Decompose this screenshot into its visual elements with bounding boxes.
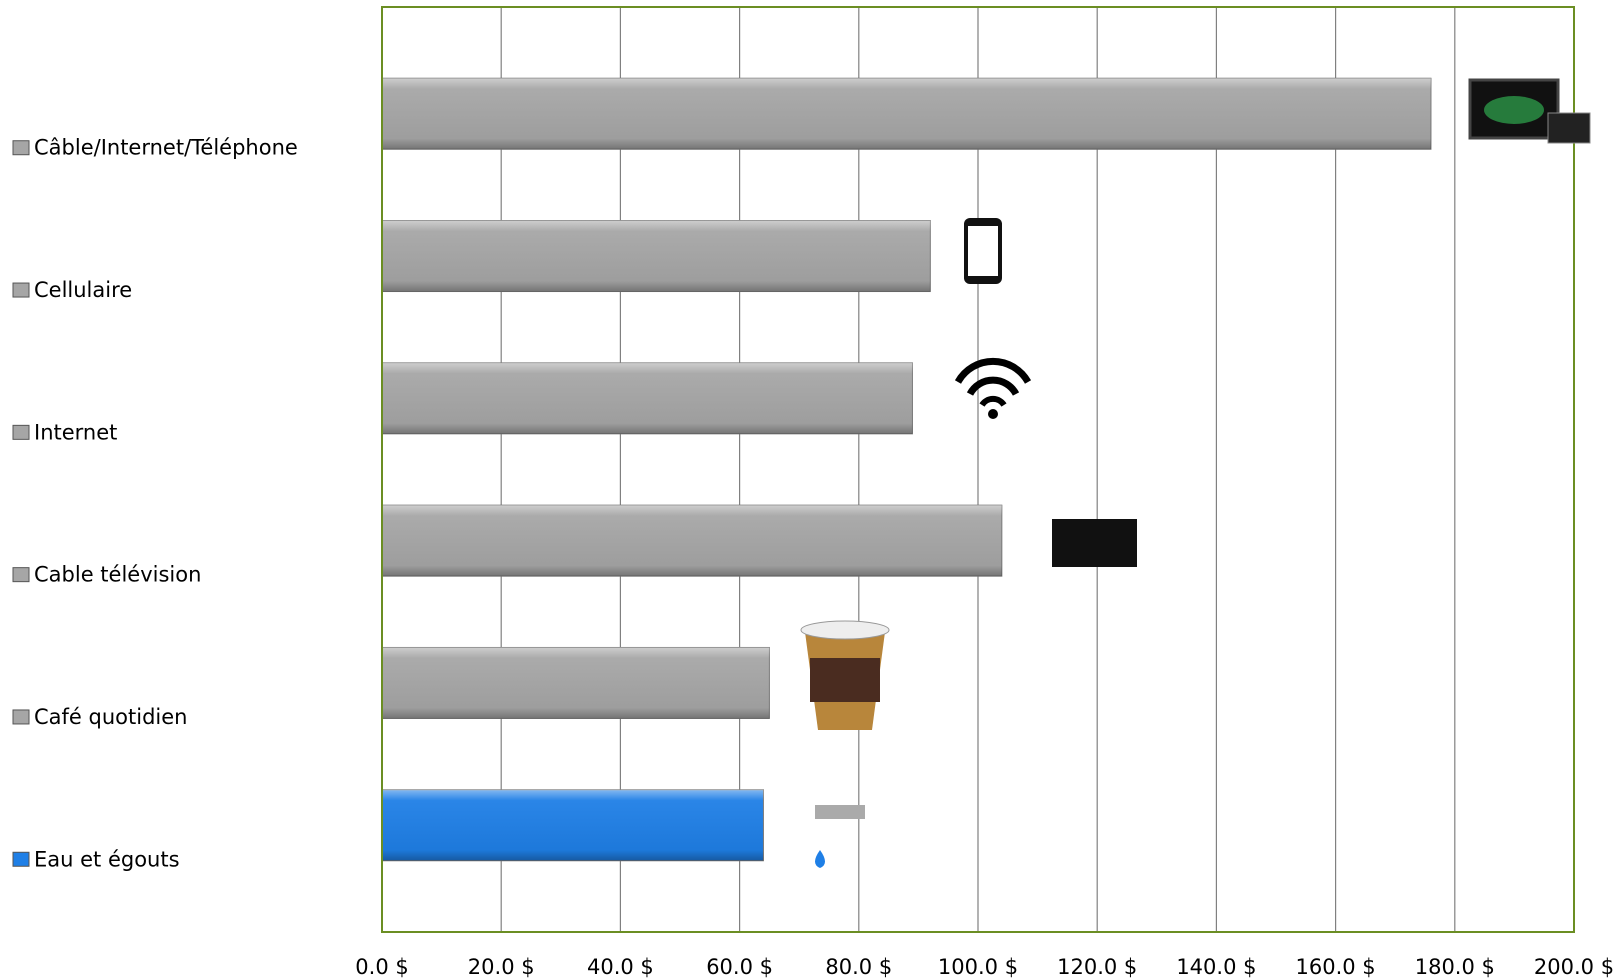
bar [381, 789, 764, 862]
x-tick-label: 60.0 $ [706, 955, 773, 979]
category-marker [12, 140, 30, 156]
category-marker [12, 424, 30, 440]
x-tick-label: 120.0 $ [1057, 955, 1137, 979]
bar [381, 504, 1003, 577]
plot-border [381, 6, 1575, 933]
x-tick-label: 180.0 $ [1415, 955, 1495, 979]
x-tick-label: 80.0 $ [825, 955, 892, 979]
bar [381, 646, 770, 719]
icons [800, 78, 1591, 868]
x-tick-label: 140.0 $ [1176, 955, 1256, 979]
y-tick-label: Internet [34, 420, 117, 444]
category-marker [12, 282, 30, 298]
x-tick-label: 100.0 $ [938, 955, 1018, 979]
bar [381, 362, 913, 435]
bar [381, 220, 931, 293]
y-tick-label: Câble/Internet/Téléphone [34, 136, 298, 160]
y-tick-label: Cellulaire [34, 278, 132, 302]
category-marker [12, 851, 30, 867]
x-tick-label: 0.0 $ [355, 955, 408, 979]
y-tick-label: Cable télévision [34, 563, 201, 587]
bar [381, 77, 1432, 150]
y-tick-label: Café quotidien [34, 705, 187, 729]
x-tick-label: 200.0 $ [1534, 955, 1614, 979]
category-marker [12, 567, 30, 583]
category-marker [12, 709, 30, 725]
x-tick-label: 40.0 $ [587, 955, 654, 979]
x-tick-label: 160.0 $ [1296, 955, 1376, 979]
y-tick-label: Eau et égouts [34, 847, 180, 871]
x-tick-label: 20.0 $ [468, 955, 535, 979]
